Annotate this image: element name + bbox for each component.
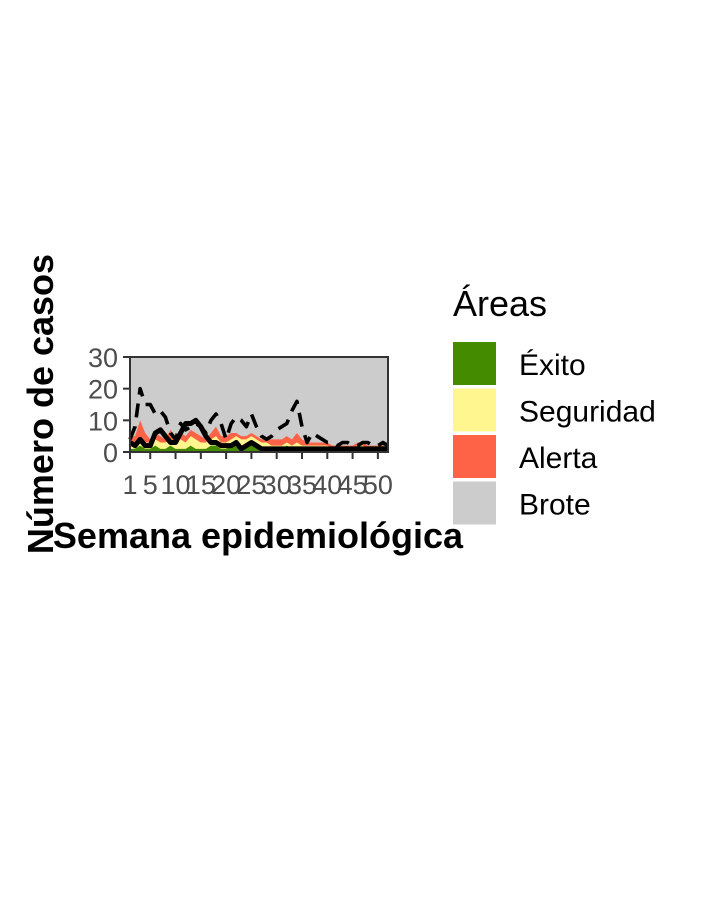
legend-label: Alerta bbox=[519, 442, 598, 475]
legend-key bbox=[453, 481, 496, 525]
legend-title: Áreas bbox=[453, 283, 547, 324]
x-tick-label: 10 bbox=[161, 470, 191, 500]
x-tick-label: 25 bbox=[236, 470, 266, 500]
y-tick-label: 0 bbox=[103, 438, 118, 468]
y-tick-label: 30 bbox=[88, 343, 118, 373]
y-tick-label: 10 bbox=[88, 406, 118, 436]
x-tick-label: 30 bbox=[262, 470, 292, 500]
case-lines bbox=[128, 386, 389, 452]
x-tick-label: 20 bbox=[211, 470, 241, 500]
x-tick-label: 15 bbox=[186, 470, 216, 500]
x-tick-label: 5 bbox=[143, 470, 158, 500]
x-axis-title: Semana epidemiológica bbox=[53, 515, 464, 556]
legend-key bbox=[453, 388, 496, 432]
legend-label: Seguridad bbox=[519, 396, 656, 429]
panel-border bbox=[129, 356, 389, 453]
legend-key bbox=[453, 342, 496, 385]
legend-label: Éxito bbox=[519, 349, 586, 382]
series-line-dashed bbox=[128, 386, 389, 448]
series-line-solid bbox=[128, 417, 388, 452]
y-axis-title: Número de casos bbox=[20, 254, 61, 554]
x-tick-label: 1 bbox=[122, 470, 137, 500]
x-tick-label: 40 bbox=[312, 470, 342, 500]
legend-key bbox=[453, 435, 496, 478]
x-tick-label: 50 bbox=[363, 470, 393, 500]
y-tick-label: 20 bbox=[88, 375, 118, 405]
legend: Áreas Éxito Seguridad Alerta Brote bbox=[453, 283, 656, 525]
x-tick-label: 35 bbox=[287, 470, 317, 500]
legend-label: Brote bbox=[519, 489, 591, 522]
x-tick-label: 45 bbox=[338, 470, 368, 500]
